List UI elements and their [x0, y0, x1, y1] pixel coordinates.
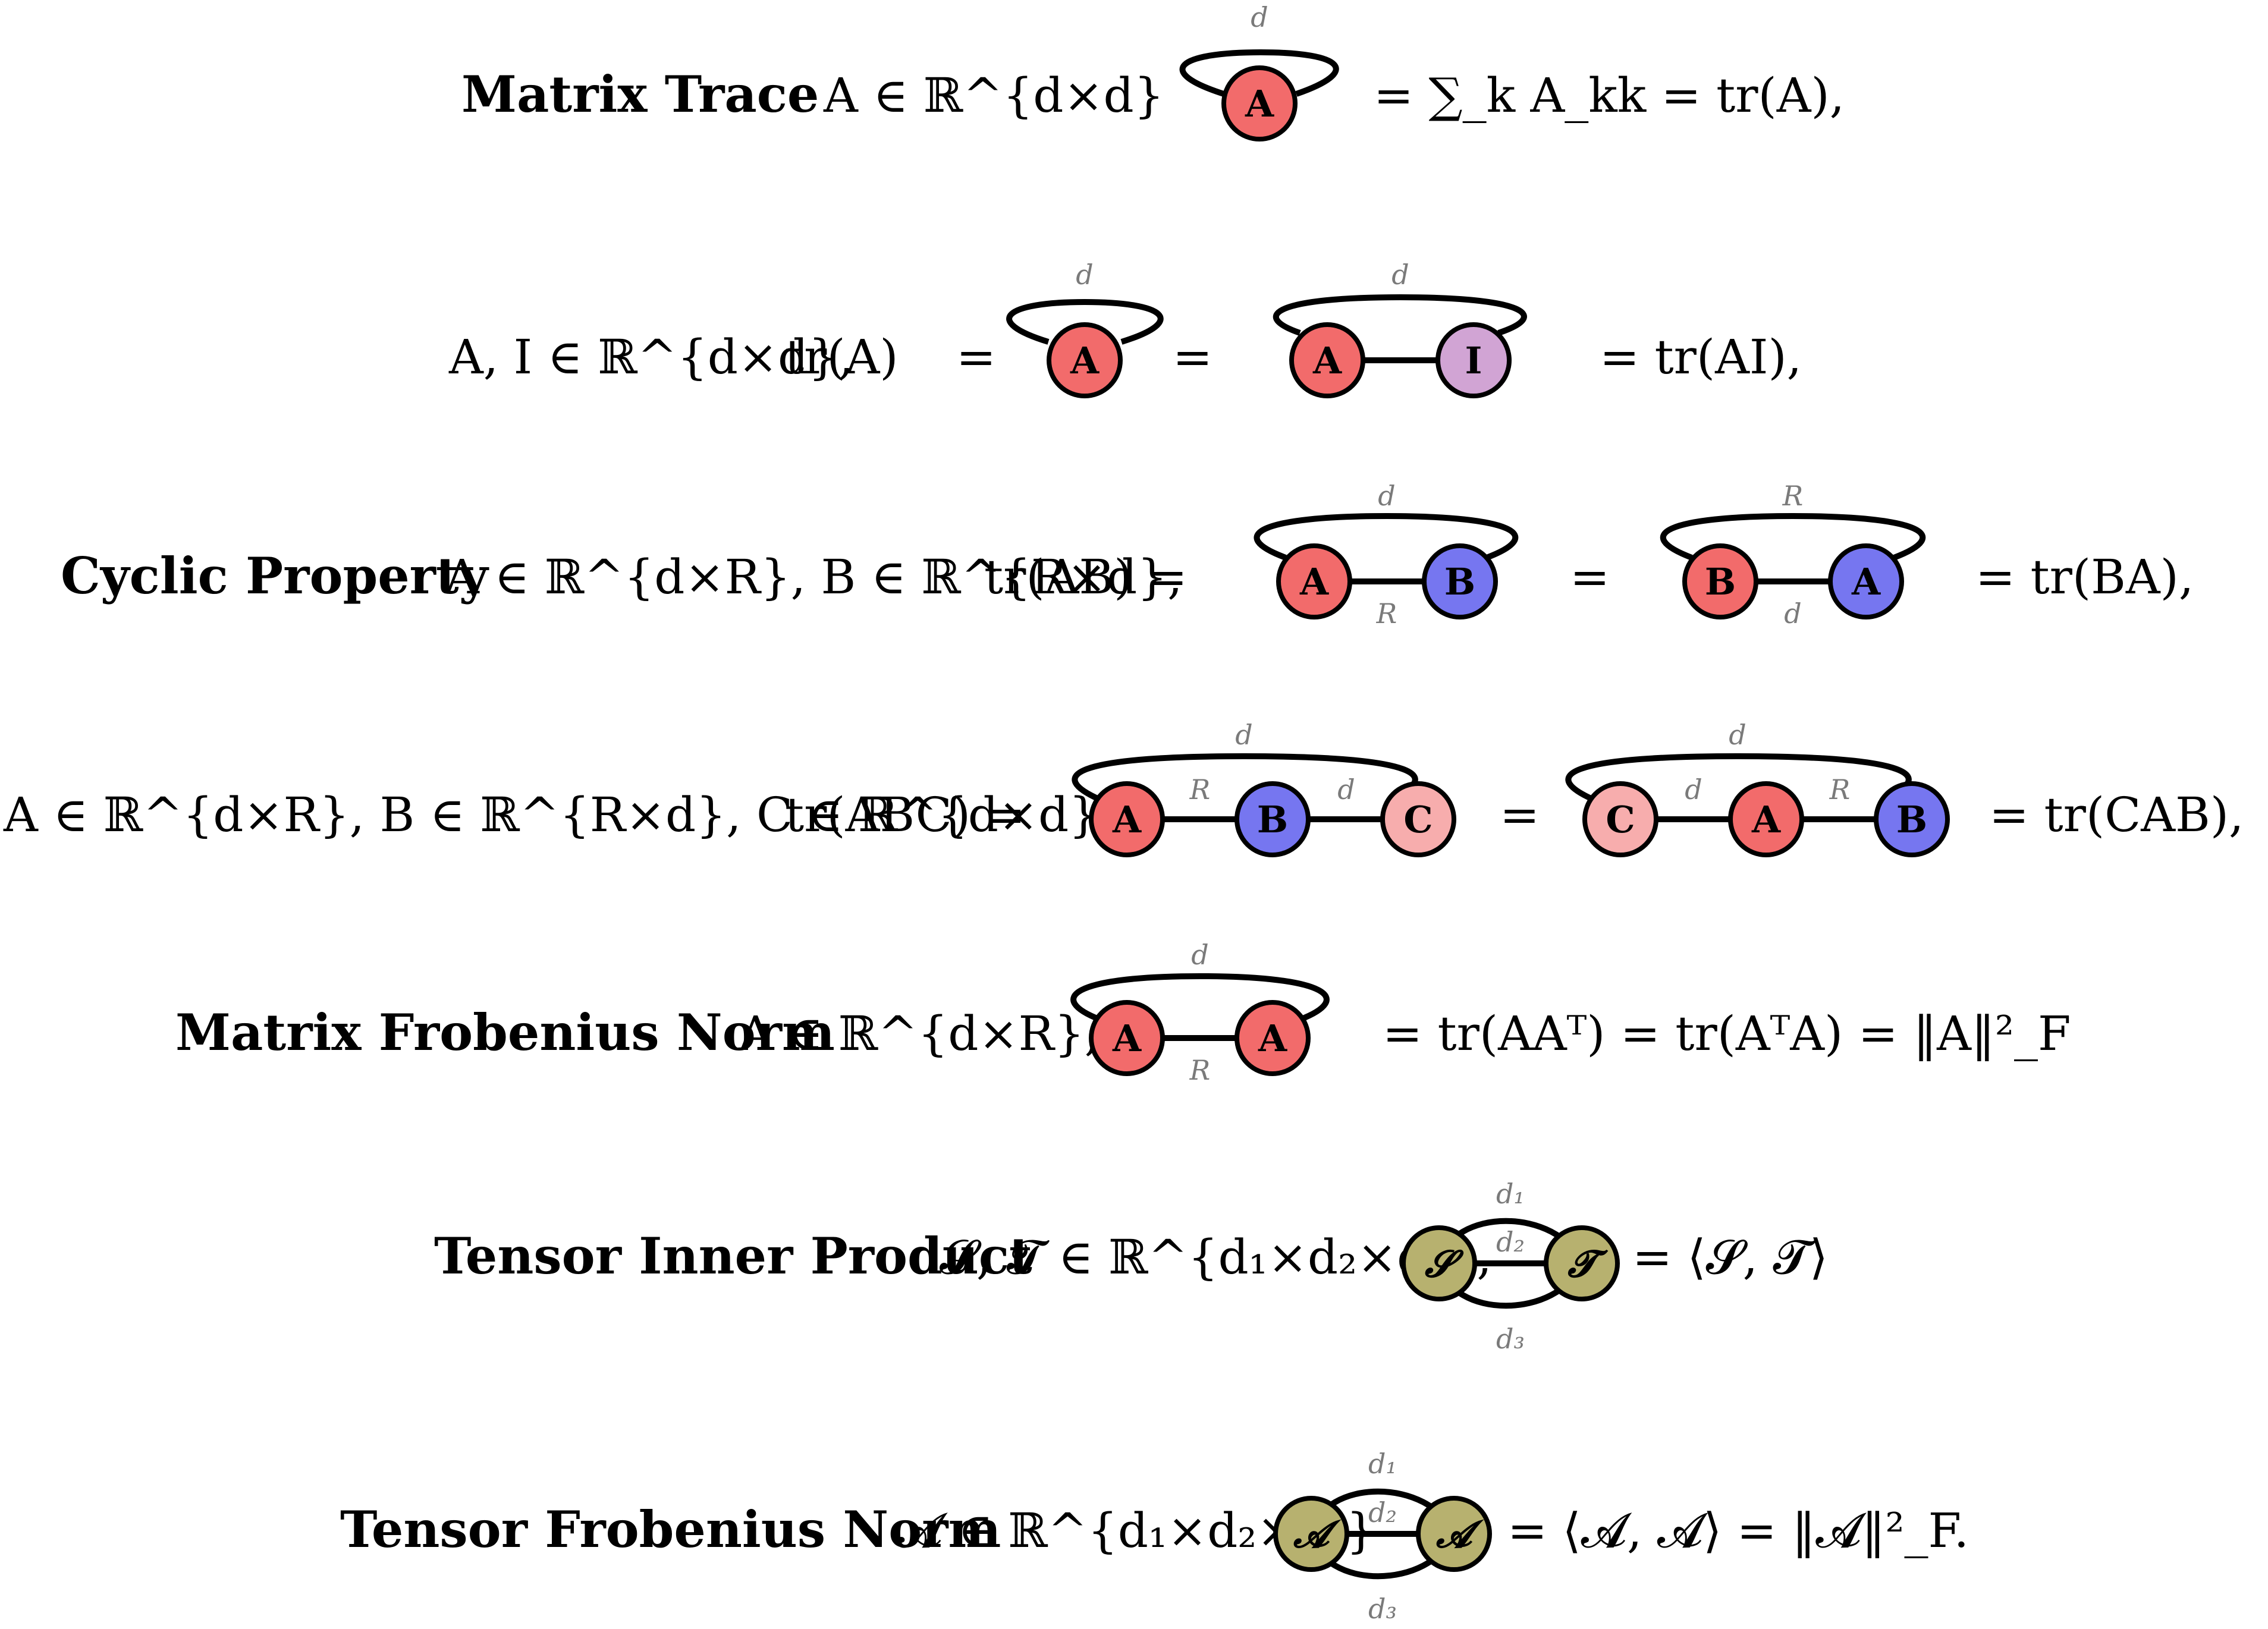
row4-g2-loop: [1565, 753, 1912, 803]
row5-bottom-label: R: [1189, 1054, 1211, 1086]
node-A: [1728, 781, 1804, 857]
row2-loop2-edge: [1273, 294, 1527, 336]
row5-rhs: = tr(AAᵀ) = tr(AᵀA) = ‖A‖²_F: [1383, 1006, 2071, 1061]
node-B: [1234, 781, 1311, 857]
row3-g2-loop: [1660, 512, 1926, 561]
row5-title: Matrix Frobenius Norm: [175, 1003, 835, 1062]
row6-top-label: d₁: [1496, 1178, 1525, 1210]
row2-domain: A, I ∈ ℝ^{d×d},: [448, 329, 854, 385]
row5-domain: A ∈ ℝ^{d×R},: [738, 1006, 1100, 1061]
node-I-label: I: [1465, 339, 1482, 382]
row4-g2-edge1-label: d: [1685, 773, 1702, 806]
row-cyclic-three: A ∈ ℝ^{d×R}, B ∈ ℝ^{R×d}, C ∈ ℝ^{d×d}, t…: [3, 719, 2244, 857]
row-trace-identity: A, I ∈ ℝ^{d×d}, tr(A) = d A = d A I = tr…: [448, 259, 1802, 398]
row4-eq: =: [1500, 787, 1540, 842]
node-B-label: B: [1705, 560, 1736, 603]
row4-g1-top-label: d: [1235, 719, 1252, 751]
node-B-label: B: [1257, 798, 1288, 841]
node-A: [1234, 1000, 1311, 1076]
row4-g2-top-label: d: [1729, 719, 1746, 751]
node-A: [1828, 543, 1904, 619]
row3-lhs: tr(AB) =: [984, 549, 1188, 605]
row4-domain: A ∈ ℝ^{d×R}, B ∈ ℝ^{R×d}, C ∈ ℝ^{d×d},: [3, 787, 1114, 842]
node-C: [1582, 781, 1658, 857]
row3-domain: A ∈ ℝ^{d×R}, B ∈ ℝ^{R×d},: [444, 549, 1183, 605]
node-C-label: C: [1606, 798, 1635, 841]
node-A: [1289, 322, 1365, 398]
node-A-label: A: [1112, 798, 1142, 841]
row-matrix-frobenius: Matrix Frobenius Norm A ∈ ℝ^{d×R}, d R A…: [175, 939, 2071, 1086]
node-A-label: A: [1299, 560, 1329, 603]
row4-g1-loop: [1072, 753, 1418, 803]
row5-loop: [1070, 973, 1330, 1023]
row4-g2-edge2-label: R: [1829, 773, 1851, 806]
node-A-label: A: [1751, 798, 1781, 841]
row7-bottom-label: d₃: [1368, 1593, 1397, 1625]
node-A-label: A: [1312, 339, 1342, 382]
node-A-tensor: [1273, 1496, 1349, 1572]
row1-loop-label: d: [1251, 1, 1268, 33]
row1-rhs: = ∑_k A_kk = tr(A),: [1374, 68, 1845, 123]
row3-eq: =: [1570, 549, 1610, 605]
row7-mid-label: d₂: [1368, 1496, 1397, 1529]
row6-title: Tensor Inner Product: [434, 1227, 1032, 1285]
row-tensor-frobenius: Tensor Frobenius Norm 𝓐 ∈ ℝ^{d₁×d₂×d₃} d…: [340, 1448, 1969, 1625]
node-A: [1089, 781, 1165, 857]
row2-loop2-label: d: [1391, 259, 1409, 291]
row2-eq1: =: [956, 329, 996, 385]
node-C: [1380, 781, 1456, 857]
node-S: [1401, 1225, 1477, 1301]
row5-top-label: d: [1191, 939, 1208, 971]
row4-rhs: = tr(CAB),: [1989, 787, 2244, 842]
row3-g1-loop: [1254, 512, 1519, 561]
row1-domain: A ∈ ℝ^{d×d}: [823, 68, 1164, 123]
row6-mid-label: d₂: [1496, 1226, 1525, 1258]
node-A: [1047, 322, 1123, 398]
node-A-label: A: [1851, 560, 1881, 603]
row3-rhs: = tr(BA),: [1975, 549, 2194, 605]
row6-bottom-label: d₃: [1496, 1323, 1525, 1355]
node-B: [1874, 781, 1950, 857]
row4-g1-edge1-label: R: [1189, 773, 1211, 806]
node-B-label: B: [1896, 798, 1927, 841]
row7-title: Tensor Frobenius Norm: [340, 1500, 1001, 1559]
node-T: [1544, 1225, 1620, 1301]
row3-g2-bottom-label: d: [1784, 597, 1801, 630]
row-tensor-inner-product: Tensor Inner Product 𝓢, 𝓣 ∈ ℝ^{d₁×d₂×d₃}…: [434, 1178, 1828, 1355]
row2-eq2: =: [1173, 329, 1212, 385]
node-A: [1221, 65, 1298, 141]
row3-g1-bottom-label: R: [1376, 597, 1397, 630]
row1-title: Matrix Trace: [461, 65, 819, 124]
row3-title: Cyclic Property: [61, 546, 489, 605]
node-B: [1682, 543, 1758, 619]
row7-top-label: d₁: [1368, 1448, 1397, 1480]
trace-loop-edge: [1179, 49, 1339, 97]
node-B: [1422, 543, 1498, 619]
node-A: [1276, 543, 1352, 619]
row6-rhs: = ⟨𝓢, 𝓣⟩: [1632, 1229, 1828, 1285]
row7-rhs: = ⟨𝓐, 𝓐⟩ = ‖𝓐‖²_F.: [1507, 1503, 1969, 1558]
node-A: [1089, 1000, 1165, 1076]
node-A-tensor: [1416, 1496, 1492, 1572]
node-A-label: A: [1258, 1017, 1287, 1060]
row-matrix-trace: Matrix Trace A ∈ ℝ^{d×d} d A = ∑_k A_kk …: [461, 1, 1845, 141]
row2-lhs: tr(A): [785, 329, 899, 385]
node-A-label: A: [1070, 339, 1100, 382]
row2-rhs: = tr(AI),: [1600, 329, 1802, 385]
node-A-label: A: [1245, 82, 1274, 125]
row3-g1-top-label: d: [1378, 480, 1395, 512]
node-A-label: A: [1112, 1017, 1142, 1060]
row4-g1-edge2-label: d: [1337, 773, 1355, 806]
row2-loop1-edge: [1006, 298, 1164, 345]
row6-domain: 𝓢, 𝓣 ∈ ℝ^{d₁×d₂×d₃},: [940, 1229, 1492, 1285]
row4-lhs: tr(ABC) =: [785, 787, 1026, 842]
row-cyclic-property: Cyclic Property A ∈ ℝ^{d×R}, B ∈ ℝ^{R×d}…: [61, 480, 2194, 630]
row2-loop1-label: d: [1076, 259, 1093, 291]
node-C-label: C: [1403, 798, 1433, 841]
row3-g2-top-label: R: [1782, 480, 1804, 512]
node-B-label: B: [1444, 560, 1475, 603]
node-I: [1435, 322, 1512, 398]
